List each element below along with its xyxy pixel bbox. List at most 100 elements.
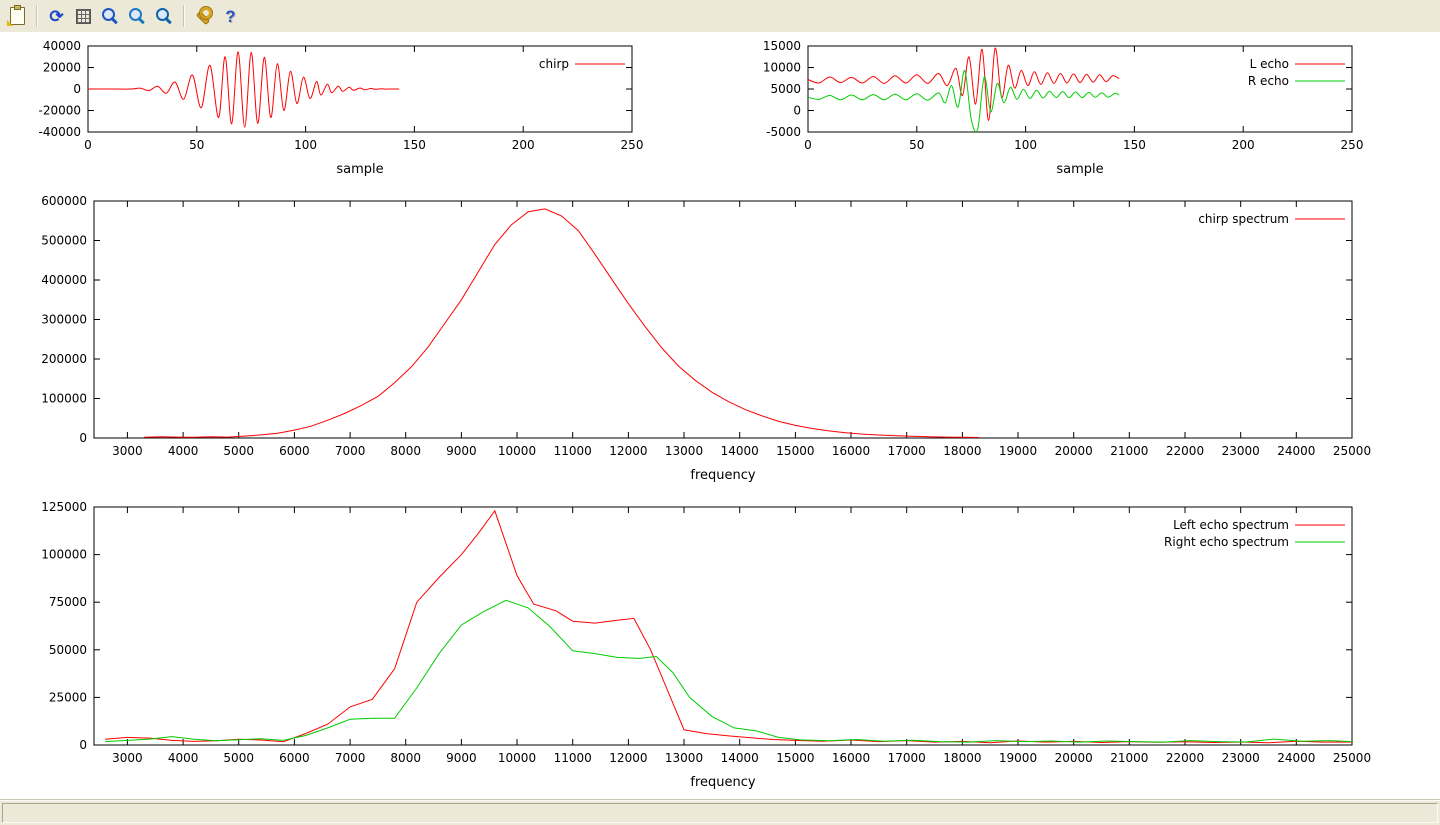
svg-text:chirp spectrum: chirp spectrum bbox=[1198, 212, 1289, 226]
svg-text:-20000: -20000 bbox=[38, 104, 81, 118]
svg-text:25000: 25000 bbox=[1333, 751, 1371, 765]
svg-text:15000: 15000 bbox=[776, 751, 814, 765]
svg-text:frequency: frequency bbox=[690, 468, 756, 483]
svg-text:200000: 200000 bbox=[41, 352, 87, 366]
toolbar: ⟳ ? bbox=[0, 0, 1440, 33]
svg-text:4000: 4000 bbox=[168, 751, 199, 765]
svg-text:sample: sample bbox=[1056, 162, 1103, 177]
svg-text:4000: 4000 bbox=[168, 444, 199, 458]
plot-area[interactable]: 0 50 100 150 200 250 -40000 -20000 0 20000 40000 sa… bbox=[0, 32, 1440, 801]
svg-text:13000: 13000 bbox=[665, 751, 703, 765]
svg-text:9000: 9000 bbox=[446, 751, 477, 765]
svg-text:R echo: R echo bbox=[1248, 74, 1289, 88]
replot-icon: ⟳ bbox=[49, 6, 64, 26]
svg-text:6000: 6000 bbox=[279, 444, 310, 458]
svg-text:22000: 22000 bbox=[1166, 444, 1204, 458]
svg-text:3000: 3000 bbox=[112, 444, 143, 458]
svg-text:125000: 125000 bbox=[41, 500, 87, 514]
svg-text:-40000: -40000 bbox=[38, 125, 81, 139]
svg-text:7000: 7000 bbox=[335, 444, 366, 458]
zoom-previous-icon bbox=[102, 7, 119, 25]
svg-text:100000: 100000 bbox=[41, 548, 87, 562]
clipboard-clip bbox=[14, 5, 21, 10]
svg-text:0: 0 bbox=[793, 104, 801, 118]
svg-text:5000: 5000 bbox=[223, 751, 254, 765]
svg-text:sample: sample bbox=[336, 162, 383, 177]
svg-text:19000: 19000 bbox=[999, 751, 1037, 765]
svg-text:0: 0 bbox=[804, 138, 812, 152]
svg-text:24000: 24000 bbox=[1277, 444, 1315, 458]
svg-text:21000: 21000 bbox=[1110, 751, 1148, 765]
config-button[interactable] bbox=[190, 3, 217, 29]
svg-text:5000: 5000 bbox=[223, 444, 254, 458]
svg-text:7000: 7000 bbox=[335, 751, 366, 765]
svg-text:13000: 13000 bbox=[665, 444, 703, 458]
svg-text:250: 250 bbox=[621, 138, 644, 152]
svg-text:20000: 20000 bbox=[1055, 444, 1093, 458]
autoscale-icon bbox=[156, 7, 173, 25]
svg-text:20000: 20000 bbox=[43, 61, 81, 75]
svg-text:19000: 19000 bbox=[999, 444, 1037, 458]
svg-text:150: 150 bbox=[403, 138, 426, 152]
svg-text:200: 200 bbox=[1232, 138, 1255, 152]
svg-text:15000: 15000 bbox=[763, 39, 801, 53]
zoom-previous-button[interactable] bbox=[97, 3, 124, 29]
svg-text:11000: 11000 bbox=[554, 444, 592, 458]
svg-text:0: 0 bbox=[73, 82, 81, 96]
svg-text:25000: 25000 bbox=[49, 690, 87, 704]
svg-text:400000: 400000 bbox=[41, 273, 87, 287]
svg-text:0: 0 bbox=[79, 738, 87, 752]
svg-text:40000: 40000 bbox=[43, 39, 81, 53]
svg-text:25000: 25000 bbox=[1333, 444, 1371, 458]
svg-text:300000: 300000 bbox=[41, 313, 87, 327]
svg-text:14000: 14000 bbox=[721, 751, 759, 765]
svg-text:10000: 10000 bbox=[498, 444, 536, 458]
help-button[interactable]: ? bbox=[217, 3, 244, 29]
svg-text:frequency: frequency bbox=[690, 775, 756, 790]
svg-text:15000: 15000 bbox=[776, 444, 814, 458]
svg-text:16000: 16000 bbox=[832, 444, 870, 458]
chart-echo-spectra: 3000 4000 5000 6000 7000 8000 9000 10000 11000 12… bbox=[41, 500, 1371, 790]
svg-text:200: 200 bbox=[512, 138, 535, 152]
plot-canvas[interactable]: 0 50 100 150 200 250-40000-2000002000040000sa… bbox=[0, 32, 1440, 801]
svg-text:chirp: chirp bbox=[539, 57, 569, 71]
svg-text:20000: 20000 bbox=[1055, 751, 1093, 765]
svg-text:3000: 3000 bbox=[112, 751, 143, 765]
svg-text:5000: 5000 bbox=[770, 82, 801, 96]
autoscale-button[interactable] bbox=[151, 3, 178, 29]
svg-text:0: 0 bbox=[79, 431, 87, 445]
chart-chirp-spectrum: 3000 4000 5000 6000 7000 8000 9000 10000 11000 12… bbox=[41, 194, 1371, 483]
svg-text:11000: 11000 bbox=[554, 751, 592, 765]
svg-text:0: 0 bbox=[84, 138, 92, 152]
chart-l-r-echo: 0 50 100 150 200 250-5000050001000015000sampl… bbox=[763, 39, 1364, 177]
svg-text:500000: 500000 bbox=[41, 234, 87, 248]
chart-chirp: 0 50 100 150 200 250 -40000 -20000 0 20000 40000 sa… bbox=[38, 39, 643, 177]
svg-text:17000: 17000 bbox=[888, 444, 926, 458]
zoom-next-icon bbox=[129, 7, 146, 25]
svg-text:23000: 23000 bbox=[1222, 444, 1260, 458]
toolbar-separator bbox=[183, 5, 185, 27]
svg-text:18000: 18000 bbox=[943, 751, 981, 765]
zoom-next-button[interactable] bbox=[124, 3, 151, 29]
grid-icon bbox=[76, 8, 91, 24]
svg-text:8000: 8000 bbox=[390, 444, 421, 458]
svg-text:-5000: -5000 bbox=[766, 125, 801, 139]
svg-text:14000: 14000 bbox=[721, 444, 759, 458]
svg-text:100: 100 bbox=[1014, 138, 1037, 152]
status-text bbox=[2, 803, 1438, 823]
svg-text:9000: 9000 bbox=[446, 444, 477, 458]
svg-text:100: 100 bbox=[294, 138, 317, 152]
svg-text:12000: 12000 bbox=[609, 444, 647, 458]
svg-text:10000: 10000 bbox=[763, 61, 801, 75]
svg-text:Left echo spectrum: Left echo spectrum bbox=[1173, 518, 1289, 532]
copy-to-clipboard-button[interactable] bbox=[4, 3, 31, 29]
toggle-grid-button[interactable] bbox=[70, 3, 97, 29]
replot-button[interactable]: ⟳ bbox=[43, 3, 70, 29]
svg-text:10000: 10000 bbox=[498, 751, 536, 765]
clipboard-arrow bbox=[7, 20, 13, 26]
wrench-icon bbox=[195, 7, 213, 25]
svg-text:50: 50 bbox=[189, 138, 204, 152]
svg-text:50000: 50000 bbox=[49, 643, 87, 657]
status-bar bbox=[0, 800, 1440, 825]
